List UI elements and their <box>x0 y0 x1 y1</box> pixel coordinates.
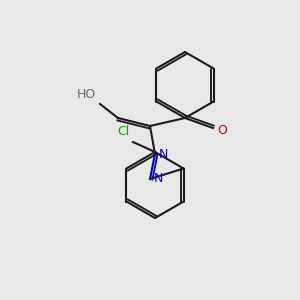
Text: N: N <box>159 148 168 160</box>
Text: N: N <box>154 172 164 185</box>
Text: HO: HO <box>77 88 96 101</box>
Text: Cl: Cl <box>117 125 129 138</box>
Text: O: O <box>217 124 227 136</box>
